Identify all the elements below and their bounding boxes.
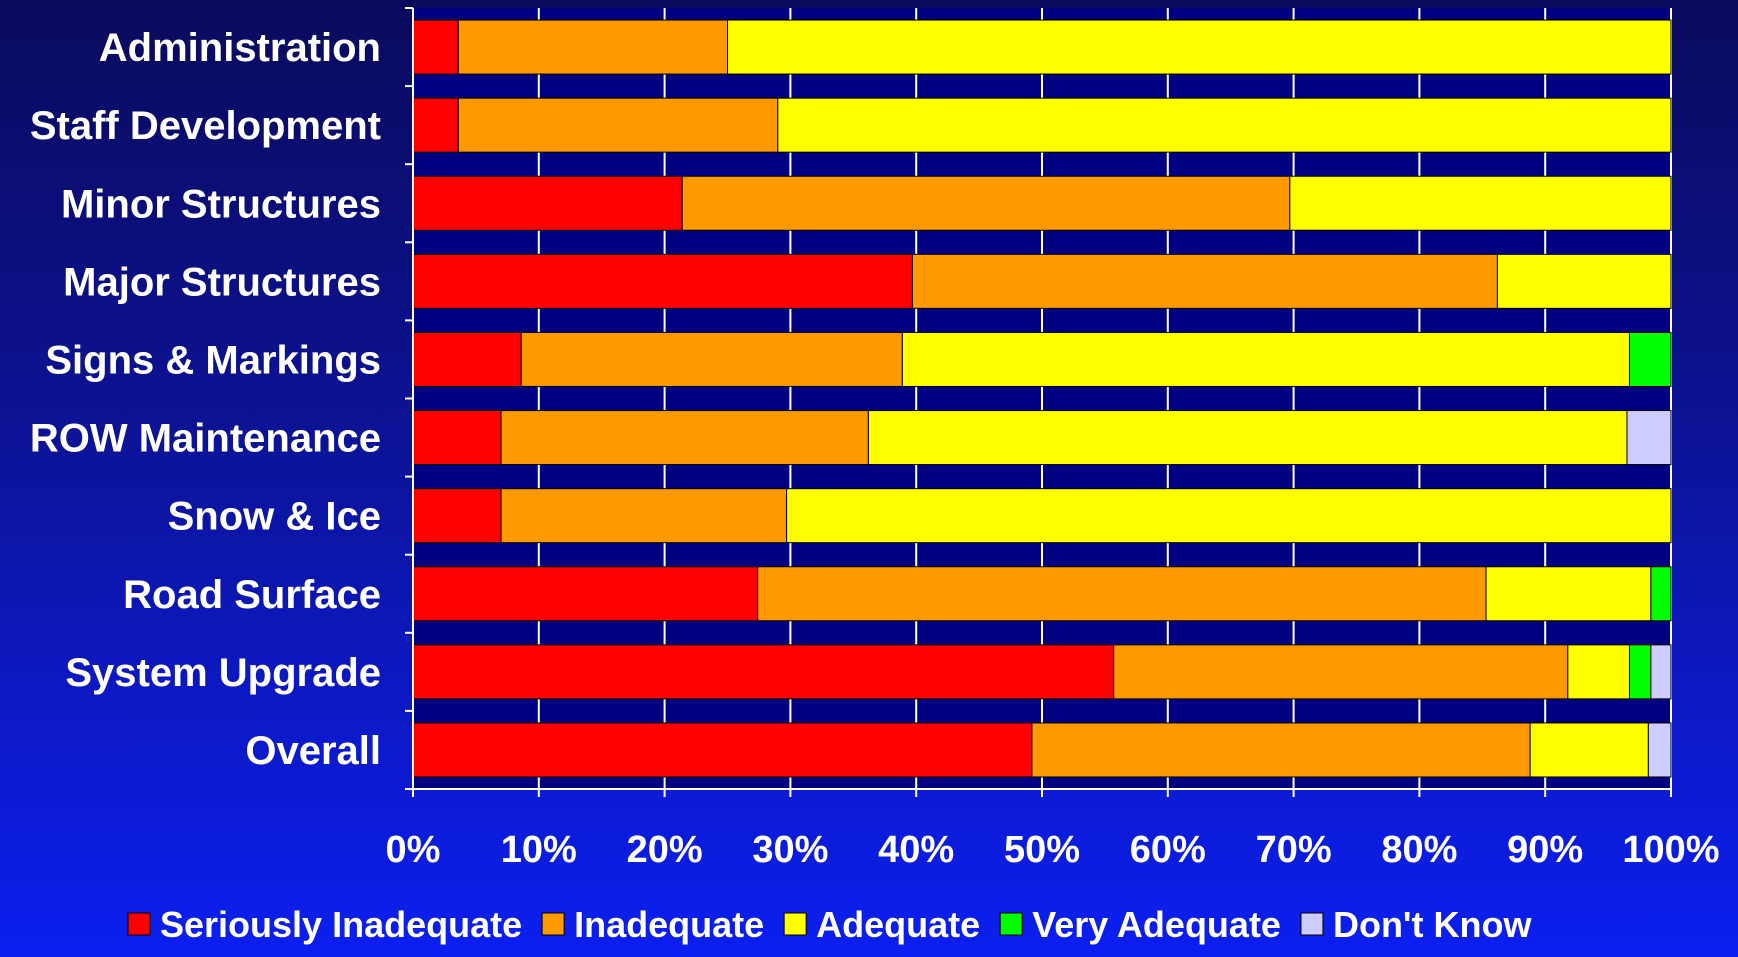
bar-signs-and-markings-very-adequate <box>1628 331 1672 387</box>
legend-swatch-inadequate <box>541 912 565 936</box>
bar-major-structures-adequate <box>1496 253 1672 309</box>
bar-road-surface-seriously-inadequate <box>412 566 759 622</box>
x-tick-label-10: 10% <box>501 829 577 871</box>
bar-road-surface-inadequate <box>757 566 1487 622</box>
legend-item-adequate: Adequate <box>783 904 980 945</box>
category-label-overall: Overall <box>245 729 381 773</box>
bar-overall-adequate <box>1529 722 1649 778</box>
category-label-system-upgrade: System Upgrade <box>65 651 381 695</box>
bar-administration-inadequate <box>457 19 728 75</box>
bar-row-maintenance-adequate <box>867 410 1628 466</box>
bar-road-surface-adequate <box>1485 566 1652 622</box>
legend-item-don-t-know: Don't Know <box>1300 904 1533 945</box>
legend-swatch-seriously-inadequate <box>127 912 151 936</box>
bar-signs-and-markings-adequate <box>901 331 1630 387</box>
x-tick-label-90: 90% <box>1507 829 1583 871</box>
x-tick-label-40: 40% <box>878 829 954 871</box>
bar-administration-adequate <box>727 19 1672 75</box>
legend-label-very-adequate: Very Adequate <box>1032 904 1281 945</box>
legend-label-adequate: Adequate <box>816 904 980 945</box>
axes <box>405 7 1672 797</box>
x-tick-label-30: 30% <box>752 829 828 871</box>
legend-item-seriously-inadequate: Seriously Inadequate <box>127 904 522 945</box>
x-tick-label-70: 70% <box>1256 829 1332 871</box>
bar-row-maintenance-don-t-know <box>1626 410 1672 466</box>
bar-row-maintenance-seriously-inadequate <box>412 410 502 466</box>
bar-system-upgrade-adequate <box>1567 644 1630 700</box>
x-tick-label-80: 80% <box>1381 829 1457 871</box>
bar-staff-development-adequate <box>777 97 1672 153</box>
bar-system-upgrade-seriously-inadequate <box>412 644 1115 700</box>
bar-signs-and-markings-seriously-inadequate <box>412 331 522 387</box>
bar-snow-and-ice-seriously-inadequate <box>412 488 502 544</box>
category-label-snow-and-ice: Snow & Ice <box>168 495 381 539</box>
x-tick-labels: 0% 10% 20% 30% 40% 50% 60% 70% 80% 90% 100% <box>386 829 1720 871</box>
bars <box>412 19 1672 778</box>
bar-major-structures-inadequate <box>911 253 1498 309</box>
category-label-row-maintenance: ROW Maintenance <box>30 417 381 461</box>
bar-major-structures-seriously-inadequate <box>412 253 913 309</box>
legend-item-very-adequate: Very Adequate <box>999 904 1281 945</box>
bar-system-upgrade-inadequate <box>1113 644 1569 700</box>
x-tick-label-20: 20% <box>627 829 703 871</box>
x-tick-label-0: 0% <box>386 829 441 871</box>
category-label-major-structures: Major Structures <box>63 260 381 304</box>
bar-staff-development-seriously-inadequate <box>412 97 459 153</box>
legend: Seriously Inadequate Inadequate Adequate Ve… <box>127 904 1533 945</box>
bar-administration-seriously-inadequate <box>412 19 459 75</box>
legend-label-don-t-know: Don't Know <box>1333 904 1533 945</box>
category-label-minor-structures: Minor Structures <box>61 182 381 226</box>
bar-road-surface-very-adequate <box>1650 566 1672 622</box>
x-tick-label-60: 60% <box>1130 829 1206 871</box>
category-label-signs-and-markings: Signs & Markings <box>45 338 381 382</box>
bar-signs-and-markings-inadequate <box>520 331 903 387</box>
category-label-road-surface: Road Surface <box>123 573 381 617</box>
category-label-administration: Administration <box>99 26 381 70</box>
bar-overall-don-t-know <box>1647 722 1672 778</box>
x-tick-label-100: 100% <box>1622 829 1719 871</box>
legend-swatch-adequate <box>783 912 807 936</box>
bar-minor-structures-adequate <box>1289 175 1672 231</box>
bar-snow-and-ice-adequate <box>786 488 1672 544</box>
bar-system-upgrade-very-adequate <box>1628 644 1652 700</box>
bar-overall-inadequate <box>1031 722 1531 778</box>
legend-item-inadequate: Inadequate <box>541 904 764 945</box>
bar-row-maintenance-inadequate <box>500 410 869 466</box>
bar-staff-development-inadequate <box>457 97 779 153</box>
bar-overall-seriously-inadequate <box>412 722 1033 778</box>
bar-snow-and-ice-inadequate <box>500 488 788 544</box>
category-labels: Administration Staff Development Minor Str… <box>30 26 381 773</box>
x-tick-label-50: 50% <box>1004 829 1080 871</box>
legend-label-inadequate: Inadequate <box>574 904 764 945</box>
bar-system-upgrade-don-t-know <box>1650 644 1672 700</box>
bar-minor-structures-inadequate <box>681 175 1291 231</box>
legend-label-seriously-inadequate: Seriously Inadequate <box>160 904 522 945</box>
category-label-staff-development: Staff Development <box>30 104 381 148</box>
bar-minor-structures-seriously-inadequate <box>412 175 683 231</box>
legend-swatch-don-t-know <box>1300 912 1324 936</box>
legend-swatch-very-adequate <box>999 912 1023 936</box>
